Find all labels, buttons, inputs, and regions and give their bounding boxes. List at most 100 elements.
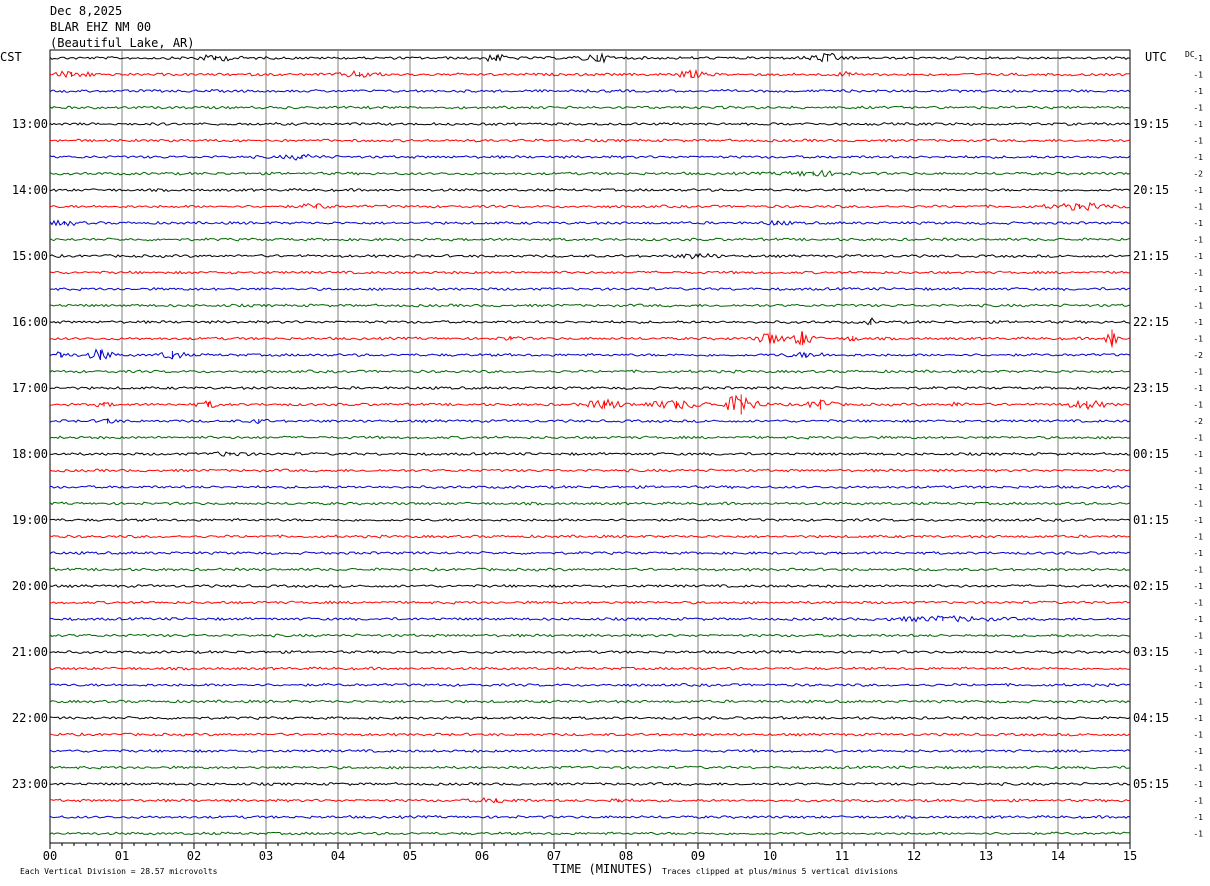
dc-offset-value: -2: [1193, 170, 1203, 179]
dc-offset-value: -1: [1193, 384, 1203, 393]
dc-offset-value: -1: [1193, 681, 1203, 690]
dc-offset-value: -1: [1193, 516, 1203, 525]
trace-line: [49, 270, 1131, 275]
trace-line: [49, 682, 1131, 688]
dc-offset-value: -1: [1193, 615, 1203, 624]
x-tick-label: 13: [979, 849, 993, 863]
x-tick-label: 09: [691, 849, 705, 863]
trace-line: [49, 317, 1131, 326]
x-tick-label: 03: [259, 849, 273, 863]
x-tick-label: 12: [907, 849, 921, 863]
right-hour-label: 05:15: [1133, 777, 1169, 791]
trace-line: [49, 153, 1131, 161]
dc-offset-value: -1: [1193, 54, 1203, 63]
left-hour-label: 18:00: [12, 447, 48, 461]
dc-offset-value: -1: [1193, 549, 1203, 558]
dc-offset-value: -1: [1193, 830, 1203, 839]
dc-offset-value: -1: [1193, 71, 1203, 80]
x-tick-label: 11: [835, 849, 849, 863]
dc-offset-value: -1: [1193, 104, 1203, 113]
trace-line: [49, 748, 1131, 753]
dc-offset-value: -1: [1193, 632, 1203, 641]
right-timezone-label: UTC: [1145, 50, 1167, 64]
dc-offset-value: -1: [1193, 698, 1203, 707]
dc-offset-value: -1: [1193, 648, 1203, 657]
dc-offset-value: -1: [1193, 186, 1203, 195]
trace-line: [49, 68, 1131, 79]
dc-offset-value: -2: [1193, 417, 1203, 426]
right-hour-label: 03:15: [1133, 645, 1169, 659]
trace-line: [49, 201, 1131, 212]
trace-line: [49, 765, 1131, 770]
left-hour-label: 15:00: [12, 249, 48, 263]
dc-label: DC: [1185, 50, 1195, 59]
dc-offset-value: -1: [1193, 269, 1203, 278]
left-hour-label: 23:00: [12, 777, 48, 791]
dc-offset-value: -1: [1193, 203, 1203, 212]
trace-line: [49, 369, 1131, 374]
dc-offset-value: -1: [1193, 731, 1203, 740]
left-hour-label: 14:00: [12, 183, 48, 197]
trace-line: [49, 219, 1131, 227]
trace-line: [49, 88, 1131, 94]
trace-line: [49, 138, 1131, 143]
dc-offset-value: -1: [1193, 599, 1203, 608]
left-hour-label: 16:00: [12, 315, 48, 329]
trace-line: [49, 105, 1131, 110]
x-tick-label: 06: [475, 849, 489, 863]
x-tick-label: 01: [115, 849, 129, 863]
dc-offset-value: -1: [1193, 252, 1203, 261]
dc-offset-value: -1: [1193, 533, 1203, 542]
trace-line: [49, 633, 1131, 638]
dc-offset-value: -1: [1193, 236, 1203, 245]
left-hour-label: 21:00: [12, 645, 48, 659]
trace-line: [49, 385, 1131, 390]
trace-line: [49, 715, 1131, 720]
trace-line: [49, 286, 1131, 292]
trace-line: [49, 814, 1131, 820]
trace-line: [49, 501, 1131, 506]
right-hour-label: 00:15: [1133, 447, 1169, 461]
dc-offset-value: -1: [1193, 219, 1203, 228]
plot-date: Dec 8,2025: [50, 4, 123, 18]
station-name: BLAR EHZ NM 00: [50, 20, 152, 34]
trace-line: [49, 237, 1131, 242]
trace-line: [49, 649, 1131, 655]
right-hour-label: 19:15: [1133, 117, 1169, 131]
trace-line: [49, 418, 1131, 425]
dc-offset-value: -1: [1193, 714, 1203, 723]
dc-offset-value: -1: [1193, 467, 1203, 476]
trace-line: [49, 584, 1131, 589]
trace-line: [49, 797, 1131, 804]
right-hour-label: 22:15: [1133, 315, 1169, 329]
x-tick-label: 00: [43, 849, 57, 863]
x-tick-label: 05: [403, 849, 417, 863]
dc-offset-value: -1: [1193, 335, 1203, 344]
dc-offset-value: -1: [1193, 120, 1203, 129]
dc-offset-value: -1: [1193, 302, 1203, 311]
trace-line: [49, 331, 1131, 347]
dc-offset-value: -1: [1193, 747, 1203, 756]
right-hour-label: 20:15: [1133, 183, 1169, 197]
trace-line: [49, 303, 1131, 308]
dc-offset-value: -1: [1193, 566, 1203, 575]
dc-offset-value: -1: [1193, 582, 1203, 591]
left-hour-label: 20:00: [12, 579, 48, 593]
dc-offset-value: -2: [1193, 351, 1203, 360]
clipping-note: Traces clipped at plus/minus 5 vertical …: [662, 867, 898, 876]
trace-line: [49, 484, 1131, 490]
dc-offset-value: -1: [1193, 368, 1203, 377]
dc-offset-value: -1: [1193, 401, 1203, 410]
trace-line: [49, 550, 1131, 555]
trace-line: [49, 187, 1131, 193]
trace-line: [49, 169, 1131, 177]
dc-offset-value: -1: [1193, 813, 1203, 822]
left-timezone-label: CST: [0, 50, 22, 64]
trace-line: [49, 699, 1131, 704]
trace-line: [49, 517, 1131, 522]
right-hour-label: 23:15: [1133, 381, 1169, 395]
dc-offset-value: -1: [1193, 285, 1203, 294]
right-hour-label: 01:15: [1133, 513, 1169, 527]
left-hour-label: 22:00: [12, 711, 48, 725]
